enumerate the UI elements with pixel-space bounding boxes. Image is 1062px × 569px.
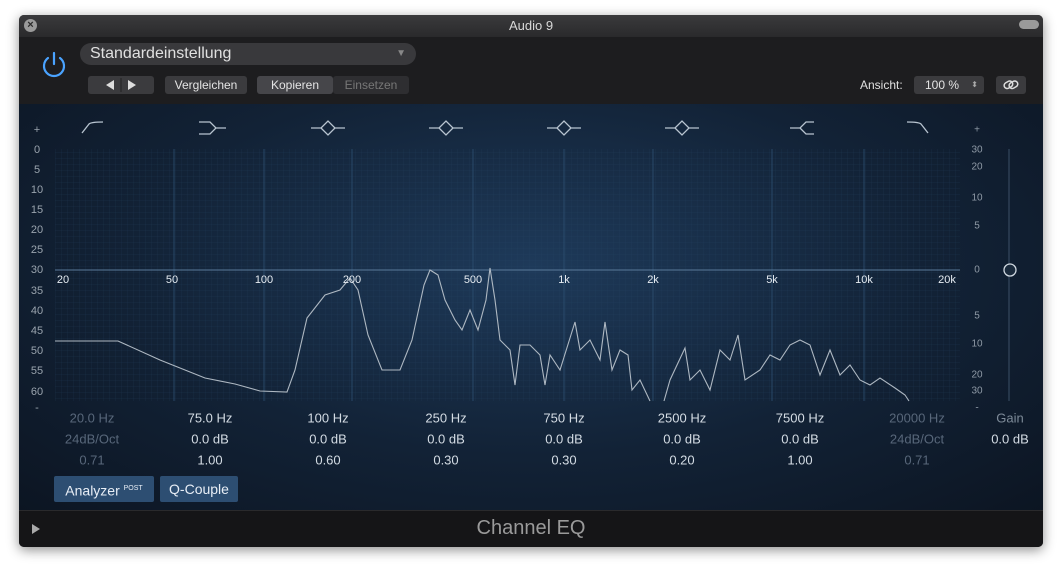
left-scale-label: 0	[34, 144, 40, 156]
left-scale-label: 25	[31, 244, 43, 256]
view-value: 100 %	[925, 78, 960, 92]
right-scale-label: 5	[974, 311, 980, 322]
window-title: Audio 9	[508, 18, 554, 33]
left-scale-label: 5	[34, 164, 40, 176]
frequency-label: 20	[57, 274, 69, 286]
view-menu[interactable]: 100 % ⬍	[914, 76, 984, 94]
prev-next-buttons[interactable]	[88, 76, 154, 94]
band-gain: 24dB/Oct	[65, 431, 120, 446]
eq-display: +0 5 10 15 20 25 30 35 40 45 50 55 60- +30 20 10 5 0 5 10 20…	[19, 104, 1043, 511]
band-shape-icons	[81, 120, 929, 136]
output-gain-value: 0.0 dB	[991, 431, 1029, 446]
footer: Channel EQ	[19, 510, 1043, 547]
grid	[55, 149, 960, 401]
band-gain: 24dB/Oct	[890, 431, 945, 446]
band-q: 0.60	[315, 452, 340, 467]
close-button[interactable]: ×	[24, 19, 37, 32]
frequency-label: 5k	[766, 274, 778, 286]
band-frequency: 750 Hz	[543, 410, 584, 425]
band-frequency: 2500 Hz	[658, 410, 706, 425]
left-scale-label: 30	[31, 264, 43, 276]
frequency-label: 1k	[558, 274, 570, 286]
left-scale-label: 15	[31, 204, 43, 216]
frequency-label: 2k	[647, 274, 659, 286]
right-scale-label: 0	[974, 265, 980, 276]
band-frequency: 20.0 Hz	[70, 410, 115, 425]
analyzer-curve-high	[663, 334, 910, 402]
band-frequency: 75.0 Hz	[188, 410, 233, 425]
left-scale-label: 10	[31, 184, 43, 196]
left-scale-label: 35	[31, 285, 43, 297]
link-button[interactable]	[996, 76, 1026, 94]
right-scale-label: 10	[971, 339, 983, 350]
band-q: 0.30	[551, 452, 576, 467]
expand-toggle[interactable]	[31, 523, 41, 535]
left-scale-label: 60	[31, 386, 43, 398]
view-label: Ansicht:	[860, 78, 903, 92]
band-frequency: 20000 Hz	[889, 410, 945, 425]
right-scale-label: 20	[971, 370, 983, 381]
analyzer-button[interactable]: Analyzer POST	[54, 476, 154, 502]
eq-graph: +051015202530354045505560-+3020105051020…	[31, 120, 1029, 467]
analyzer-mode: POST	[123, 485, 143, 492]
power-button[interactable]	[39, 50, 69, 80]
gain-slider-knob[interactable]	[1003, 263, 1017, 277]
output-gain-label: Gain	[996, 410, 1023, 425]
band-q: 1.00	[197, 452, 222, 467]
link-icon	[1003, 80, 1019, 90]
right-scale-label: -	[975, 403, 978, 414]
band-q: 0.71	[79, 452, 104, 467]
frequency-label: 50	[166, 274, 178, 286]
frequency-label: 100	[255, 274, 273, 286]
right-scale-label: 20	[971, 162, 983, 173]
compare-button[interactable]: Vergleichen	[165, 76, 247, 94]
right-scale-label: 5	[974, 221, 980, 232]
band-gain: 0.0 dB	[427, 431, 465, 446]
band-frequency: 100 Hz	[307, 410, 348, 425]
band-gain: 0.0 dB	[781, 431, 819, 446]
band-gain: 0.0 dB	[545, 431, 583, 446]
frequency-label: 20k	[938, 274, 956, 286]
analyzer-label: Analyzer	[65, 482, 120, 499]
band-gain: 0.0 dB	[663, 431, 701, 446]
band-q: 0.30	[433, 452, 458, 467]
frequency-label: 500	[464, 274, 482, 286]
band-q: 0.71	[904, 452, 929, 467]
right-scale-label: 30	[971, 145, 983, 156]
band-gain: 0.0 dB	[191, 431, 229, 446]
plugin-window: × Audio 9 Standardeinstellung ▼ Vergleich…	[19, 15, 1043, 547]
band-q: 0.20	[669, 452, 694, 467]
left-scale-label: 20	[31, 224, 43, 236]
left-scale-label: 45	[31, 325, 43, 337]
analyzer-curve	[55, 267, 651, 402]
preset-name: Standardeinstellung	[90, 45, 232, 62]
header: Standardeinstellung ▼ Vergleichen Kopiere…	[19, 37, 1043, 104]
left-scale-label: 55	[31, 365, 43, 377]
paste-button[interactable]: Einsetzen	[333, 76, 409, 94]
plugin-title: Channel EQ	[476, 517, 586, 539]
q-couple-button[interactable]: Q-Couple	[160, 476, 238, 502]
right-scale-label: 30	[971, 386, 983, 397]
band-frequency: 7500 Hz	[776, 410, 824, 425]
left-scale-label: -	[35, 402, 39, 414]
band-frequency: 250 Hz	[425, 410, 466, 425]
left-scale-label: +	[34, 124, 40, 136]
right-scale-label: +	[974, 125, 980, 136]
toolbar-toggle[interactable]	[1019, 20, 1039, 29]
left-scale-label: 40	[31, 305, 43, 317]
left-scale-label: 50	[31, 345, 43, 357]
band-q: 1.00	[787, 452, 812, 467]
right-scale-label: 10	[971, 193, 983, 204]
title-bar: × Audio 9	[19, 15, 1043, 37]
frequency-label: 10k	[855, 274, 873, 286]
frequency-label: 200	[343, 274, 361, 286]
preset-menu[interactable]: Standardeinstellung ▼	[80, 43, 416, 65]
copy-button[interactable]: Kopieren	[257, 76, 333, 94]
band-gain: 0.0 dB	[309, 431, 347, 446]
arrows	[106, 78, 136, 92]
